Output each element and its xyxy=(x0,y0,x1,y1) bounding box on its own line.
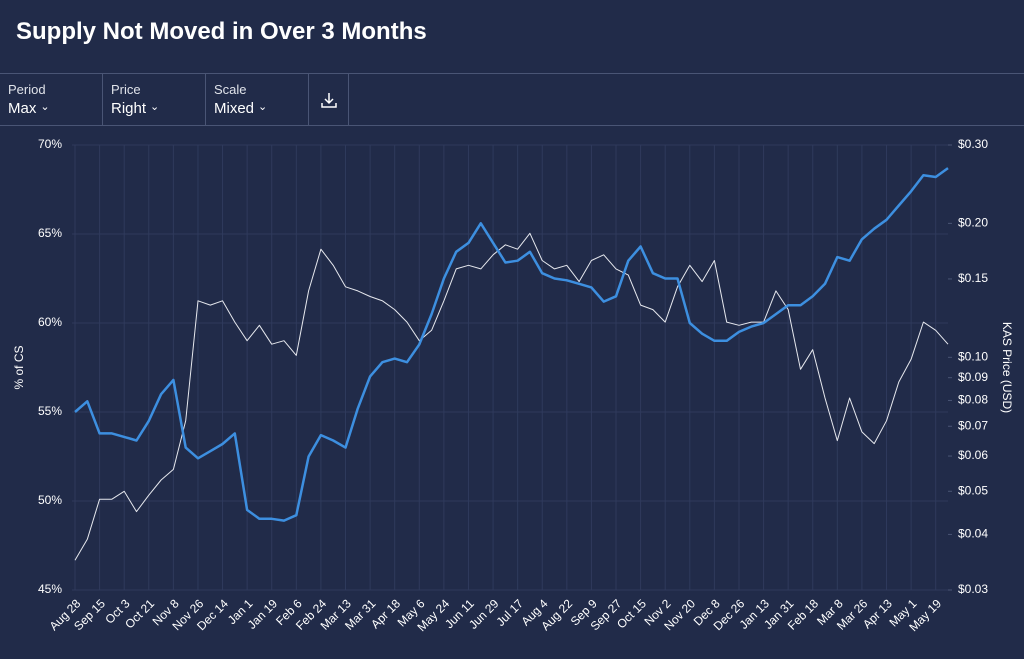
page-title: Supply Not Moved in Over 3 Months xyxy=(16,18,427,45)
control-label: Period xyxy=(8,82,46,97)
y2-tick-label: $0.05 xyxy=(958,483,988,497)
control-value: Mixed xyxy=(214,100,308,117)
y2-axis-label: KAS Price (USD) xyxy=(1000,322,1014,413)
download-button[interactable] xyxy=(309,74,349,125)
period-control[interactable]: Period Max xyxy=(0,74,103,125)
y2-tick-label: $0.04 xyxy=(958,527,988,541)
y-tick-label: 55% xyxy=(38,404,62,418)
series-line xyxy=(74,167,949,522)
y2-tick-label: $0.15 xyxy=(958,271,988,285)
y2-tick-label: $0.20 xyxy=(958,216,988,230)
y-tick-label: 50% xyxy=(38,493,62,507)
control-value: Right xyxy=(111,100,205,117)
download-icon xyxy=(320,92,337,108)
y-tick-label: 60% xyxy=(38,315,62,329)
y-tick-label: 70% xyxy=(38,137,62,151)
toolbar: Period Max Price Right Scale Mixed xyxy=(0,73,1024,126)
y2-tick-label: $0.10 xyxy=(958,349,988,363)
y2-tick-label: $0.03 xyxy=(958,582,988,596)
y2-tick-label: $0.06 xyxy=(958,448,988,462)
y-tick-label: 65% xyxy=(38,226,62,240)
y2-tick-label: $0.30 xyxy=(958,137,988,151)
y2-tick-label: $0.08 xyxy=(958,393,988,407)
y2-tick-label: $0.07 xyxy=(958,418,988,432)
price-control[interactable]: Price Right xyxy=(103,74,206,125)
y-axis-label: % of CS xyxy=(12,345,26,389)
series-line xyxy=(74,232,949,561)
y2-tick-label: $0.09 xyxy=(958,370,988,384)
y-tick-label: 45% xyxy=(38,582,62,596)
x-tick-label: Jul 17 xyxy=(493,596,526,629)
control-label: Scale xyxy=(214,82,247,97)
scale-control[interactable]: Scale Mixed xyxy=(206,74,309,125)
control-value: Max xyxy=(8,100,102,117)
control-label: Price xyxy=(111,82,141,97)
